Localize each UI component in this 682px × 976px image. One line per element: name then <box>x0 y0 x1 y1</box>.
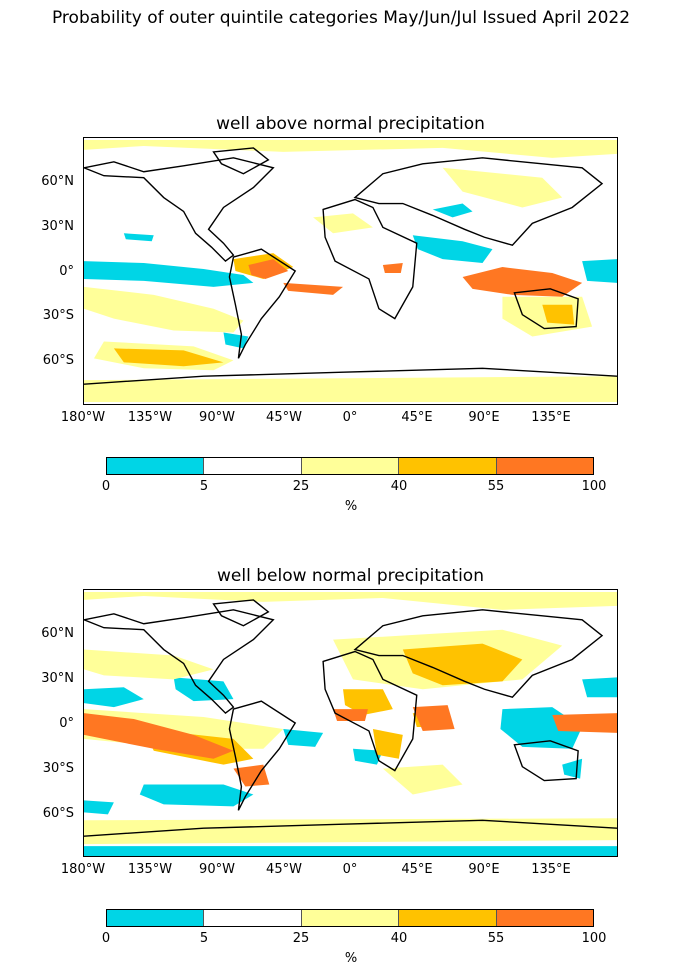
precip-below-map <box>84 591 617 856</box>
lon-label-180w-2: 180°W <box>60 862 106 877</box>
lon-label-135w: 135°W <box>127 410 173 425</box>
lon-label-45e: 45°E <box>401 410 433 425</box>
lat-label-60s-2: 60°S <box>42 806 74 821</box>
lon-label-45e-2: 45°E <box>401 862 433 877</box>
colorbar-segment-25-40 <box>301 458 400 474</box>
lon-label-135e: 135°E <box>531 410 571 425</box>
colorbar-unit-2: % <box>344 951 358 966</box>
colorbar-segment-0-5 <box>107 458 205 474</box>
colorbar-tick-100: 100 <box>581 479 607 494</box>
lat-label-30s: 30°S <box>42 308 74 323</box>
colorbar-tick-55-2: 55 <box>487 931 505 946</box>
colorbar-tick-40: 40 <box>390 479 408 494</box>
map-panel-below <box>83 589 618 857</box>
lon-label-45w: 45°W <box>266 410 302 425</box>
lon-label-45w-2: 45°W <box>266 862 302 877</box>
lon-label-90e: 90°E <box>468 410 500 425</box>
colorbar-above <box>106 457 594 475</box>
colorbar-tick-100-2: 100 <box>581 931 607 946</box>
colorbar-segment-55-100 <box>496 910 594 926</box>
lat-label-eq: 0° <box>59 264 74 279</box>
precip-above-map <box>84 139 617 403</box>
lat-label-30n: 30°N <box>41 219 74 234</box>
colorbar-tick-55: 55 <box>487 479 505 494</box>
lat-label-30n-2: 30°N <box>41 671 74 686</box>
lat-label-60n: 60°N <box>41 174 74 189</box>
colorbar-segment-0-5 <box>107 910 205 926</box>
colorbar-tick-25: 25 <box>292 479 310 494</box>
lat-label-30s-2: 30°S <box>42 761 74 776</box>
lat-label-60n-2: 60°N <box>41 626 74 641</box>
colorbar-segment-25-40 <box>301 910 400 926</box>
colorbar-segment-40-55 <box>399 910 497 926</box>
colorbar-tick-40-2: 40 <box>390 931 408 946</box>
map-title-above: well above normal precipitation <box>216 114 485 134</box>
colorbar-segment-40-55 <box>399 458 497 474</box>
colorbar-segment-55-100 <box>496 458 594 474</box>
colorbar-below <box>106 909 594 927</box>
figure-suptitle: Probability of outer quintile categories… <box>51 8 631 28</box>
lon-label-90w-2: 90°W <box>199 862 235 877</box>
colorbar-segment-5-25 <box>204 458 302 474</box>
lat-label-eq-2: 0° <box>59 716 74 731</box>
colorbar-tick-25-2: 25 <box>292 931 310 946</box>
lon-label-135w-2: 135°W <box>127 862 173 877</box>
colorbar-unit: % <box>344 499 358 514</box>
colorbar-tick-5: 5 <box>199 479 209 494</box>
map-panel-above <box>83 137 618 405</box>
lat-label-60s: 60°S <box>42 353 74 368</box>
lon-label-180w: 180°W <box>60 410 106 425</box>
lon-label-0: 0° <box>342 410 358 425</box>
colorbar-tick-0: 0 <box>101 479 111 494</box>
colorbar-segment-5-25 <box>204 910 302 926</box>
lon-label-90e-2: 90°E <box>468 862 500 877</box>
map-title-below: well below normal precipitation <box>217 566 484 586</box>
lon-label-0-2: 0° <box>342 862 358 877</box>
lon-label-90w: 90°W <box>199 410 235 425</box>
lon-label-135e-2: 135°E <box>531 862 571 877</box>
colorbar-tick-5-2: 5 <box>199 931 209 946</box>
colorbar-tick-0-2: 0 <box>101 931 111 946</box>
